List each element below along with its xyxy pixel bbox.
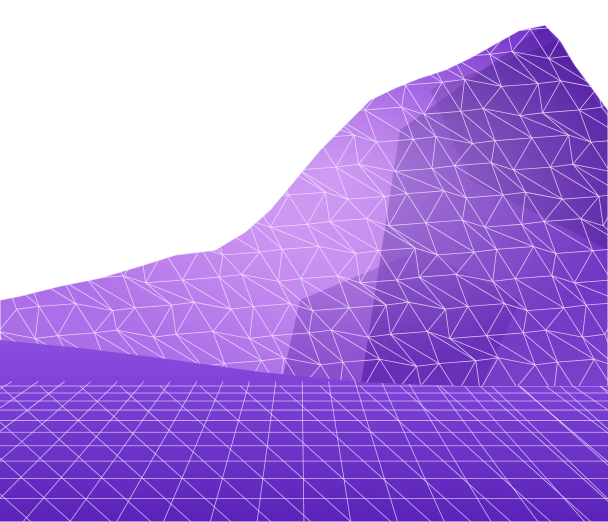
wireframe-floor xyxy=(0,340,608,522)
mountain-ridge xyxy=(0,24,608,391)
